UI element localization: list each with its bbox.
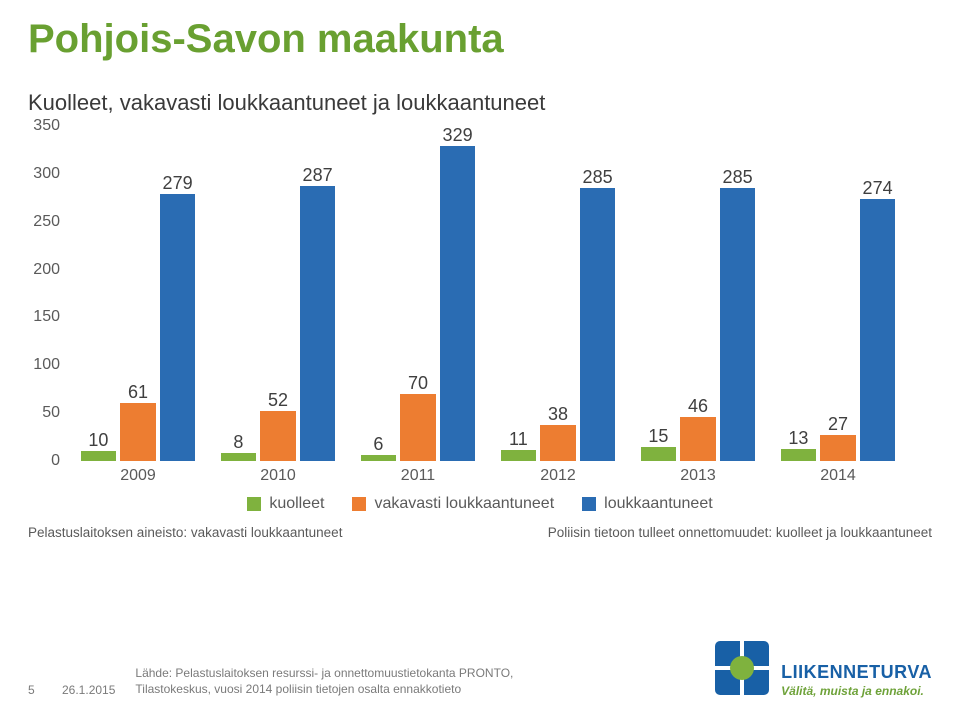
bar-value-label: 46 xyxy=(688,396,708,417)
bar-value-label: 6 xyxy=(373,434,383,455)
bar-value-label: 10 xyxy=(88,430,108,451)
bar-group: 1138285 xyxy=(501,126,616,461)
bar-value-label: 52 xyxy=(268,390,288,411)
page-title: Pohjois-Savon maakunta xyxy=(28,18,932,60)
footer-date: 26.1.2015 xyxy=(62,683,115,697)
bar-value-label: 27 xyxy=(828,414,848,435)
slide: Pohjois-Savon maakunta Kuolleet, vakavas… xyxy=(0,0,960,711)
legend-label: loukkaantuneet xyxy=(604,495,713,513)
logo-mark-icon xyxy=(713,639,771,697)
y-tick-label: 300 xyxy=(33,165,60,183)
bar: 52 xyxy=(260,411,296,461)
legend-swatch-icon xyxy=(582,497,596,511)
logo: LIIKENNETURVA Välitä, muista ja ennakoi. xyxy=(713,639,932,697)
bar-value-label: 13 xyxy=(788,428,808,449)
note-left: Pelastuslaitoksen aineisto: vakavasti lo… xyxy=(28,525,342,540)
bar-group: 852287 xyxy=(221,126,336,461)
bar-chart: 1061279852287670329113828515462851327274… xyxy=(68,126,908,461)
y-tick-label: 200 xyxy=(33,261,60,279)
bar-value-label: 329 xyxy=(443,125,473,146)
y-tick-label: 350 xyxy=(33,117,60,135)
chart-legend: kuolleet vakavasti loukkaantuneet loukkaan… xyxy=(28,495,932,513)
bar: 287 xyxy=(300,186,336,461)
bar: 329 xyxy=(440,146,476,461)
y-tick-label: 0 xyxy=(51,452,60,470)
legend-swatch-icon xyxy=(247,497,261,511)
legend-item: loukkaantuneet xyxy=(582,495,713,513)
bar: 27 xyxy=(820,435,856,461)
note-right: Poliisin tietoon tulleet onnettomuudet: … xyxy=(548,525,932,540)
bar: 15 xyxy=(641,447,677,461)
x-tick-label: 2011 xyxy=(348,467,488,485)
bar: 10 xyxy=(81,451,117,461)
x-tick-label: 2013 xyxy=(628,467,768,485)
logo-word: LIIKENNETURVA xyxy=(781,663,932,681)
bar-value-label: 287 xyxy=(303,165,333,186)
source-notes: Pelastuslaitoksen aineisto: vakavasti lo… xyxy=(28,525,932,540)
bar-value-label: 15 xyxy=(648,426,668,447)
x-tick-label: 2012 xyxy=(488,467,628,485)
page-number: 5 xyxy=(28,683,42,697)
bar: 13 xyxy=(781,449,817,461)
bar-group: 1327274 xyxy=(781,126,896,461)
bar: 274 xyxy=(860,199,896,461)
footer-source: Lähde: Pelastuslaitoksen resurssi- ja on… xyxy=(135,665,513,697)
bar: 46 xyxy=(680,417,716,461)
logo-text: LIIKENNETURVA Välitä, muista ja ennakoi. xyxy=(781,663,932,697)
bar: 11 xyxy=(501,450,537,461)
bar: 279 xyxy=(160,194,196,461)
bar-group: 1546285 xyxy=(641,126,756,461)
footer-left: 5 26.1.2015 Lähde: Pelastuslaitoksen res… xyxy=(28,665,513,697)
bar-value-label: 61 xyxy=(128,382,148,403)
bar: 70 xyxy=(400,394,436,461)
legend-item: vakavasti loukkaantuneet xyxy=(352,495,554,513)
bar: 8 xyxy=(221,453,257,461)
bar-value-label: 285 xyxy=(583,167,613,188)
chart-x-axis: 200920102011201220132014 xyxy=(68,461,908,489)
x-tick-label: 2009 xyxy=(68,467,208,485)
legend-swatch-icon xyxy=(352,497,366,511)
legend-label: vakavasti loukkaantuneet xyxy=(374,495,554,513)
bar: 61 xyxy=(120,403,156,461)
x-tick-label: 2014 xyxy=(768,467,908,485)
logo-tagline: Välitä, muista ja ennakoi. xyxy=(781,685,932,697)
bar-value-label: 274 xyxy=(863,178,893,199)
legend-label: kuolleet xyxy=(269,495,324,513)
bar-group: 1061279 xyxy=(81,126,196,461)
footer-source-line1: Lähde: Pelastuslaitoksen resurssi- ja on… xyxy=(135,665,513,681)
bar: 285 xyxy=(580,188,616,461)
bar-value-label: 11 xyxy=(509,429,528,450)
bar-value-label: 70 xyxy=(408,373,428,394)
legend-item: kuolleet xyxy=(247,495,324,513)
bar: 285 xyxy=(720,188,756,461)
y-tick-label: 150 xyxy=(33,308,60,326)
footer-source-line2: Tilastokeskus, vuosi 2014 poliisin tieto… xyxy=(135,681,513,697)
y-tick-label: 50 xyxy=(42,404,60,422)
chart-subtitle: Kuolleet, vakavasti loukkaantuneet ja lo… xyxy=(28,90,932,116)
bar-value-label: 38 xyxy=(548,404,568,425)
bar-value-label: 8 xyxy=(233,432,243,453)
x-tick-label: 2010 xyxy=(208,467,348,485)
y-tick-label: 100 xyxy=(33,356,60,374)
bar: 38 xyxy=(540,425,576,461)
bar-value-label: 285 xyxy=(723,167,753,188)
bar-group: 670329 xyxy=(361,126,476,461)
y-tick-label: 250 xyxy=(33,213,60,231)
chart-plot-area: 1061279852287670329113828515462851327274 xyxy=(68,126,908,461)
bar-value-label: 279 xyxy=(163,173,193,194)
footer: 5 26.1.2015 Lähde: Pelastuslaitoksen res… xyxy=(28,639,932,697)
